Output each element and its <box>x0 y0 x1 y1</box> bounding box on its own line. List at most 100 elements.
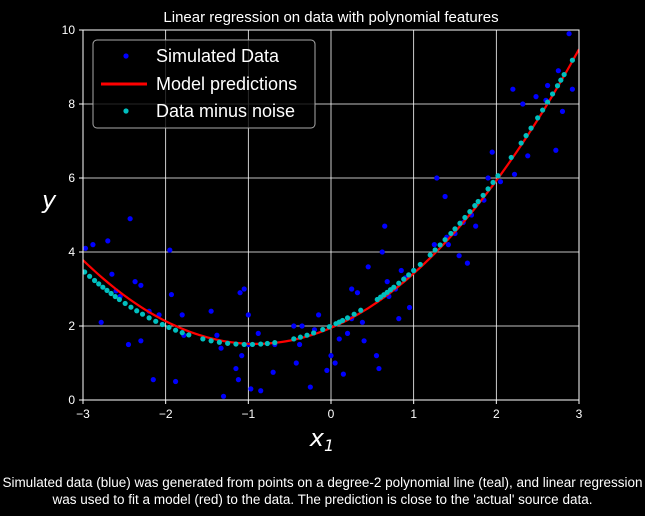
data-point <box>396 280 402 286</box>
data-point <box>473 223 479 229</box>
data-point <box>139 311 146 317</box>
data-point <box>472 203 478 209</box>
data-point <box>344 315 351 321</box>
data-point <box>540 107 546 113</box>
legend-label-simulated-data: Simulated Data <box>156 46 280 66</box>
series-data-minus-noise <box>83 57 575 348</box>
data-point <box>467 209 473 215</box>
y-tick-label: 6 <box>68 171 75 185</box>
data-point <box>535 115 541 121</box>
data-point <box>569 86 575 92</box>
data-point <box>248 386 254 392</box>
data-point <box>307 384 313 390</box>
chart-title: Linear regression on data with polynomia… <box>163 9 498 26</box>
data-point <box>270 369 276 375</box>
data-point <box>324 367 330 373</box>
data-point <box>125 341 132 348</box>
data-point <box>112 293 118 300</box>
data-point <box>398 267 404 274</box>
data-point <box>359 319 366 325</box>
data-point <box>525 153 531 159</box>
data-point <box>127 216 133 222</box>
data-point <box>264 340 270 347</box>
data-point <box>116 296 122 303</box>
data-point <box>566 31 572 37</box>
y-tick-label: 0 <box>68 393 75 407</box>
x-tick-label: 1 <box>410 407 417 421</box>
legend-marker-data-minus-noise <box>123 108 129 114</box>
data-point <box>233 365 239 372</box>
data-point <box>382 223 388 229</box>
data-point <box>241 286 247 292</box>
data-point <box>90 242 96 248</box>
data-point <box>241 341 247 348</box>
data-point <box>351 311 357 317</box>
legend-label-model-predictions: Model predictions <box>156 74 297 94</box>
data-point <box>555 68 561 74</box>
data-point <box>417 261 423 268</box>
y-tick-label: 2 <box>68 319 75 333</box>
data-point <box>91 277 98 284</box>
data-point <box>373 353 380 359</box>
data-point <box>437 242 443 248</box>
y-tick-label: 10 <box>62 23 76 37</box>
data-point <box>159 321 165 328</box>
data-point <box>132 279 138 285</box>
data-point <box>406 272 412 278</box>
data-point <box>533 94 539 100</box>
data-point <box>340 371 346 377</box>
data-point <box>255 330 261 336</box>
data-point <box>128 304 134 310</box>
y-tick-label: 8 <box>68 97 75 111</box>
data-point <box>384 279 390 285</box>
x-axis-label-main: x <box>309 424 325 452</box>
data-point <box>427 252 433 258</box>
data-point <box>109 271 115 277</box>
data-point <box>235 377 242 383</box>
data-point <box>462 214 468 221</box>
data-point <box>554 83 561 89</box>
data-point <box>475 198 481 205</box>
data-point <box>304 332 310 338</box>
data-point <box>220 393 227 399</box>
data-point <box>569 57 575 63</box>
y-tick-label: 4 <box>68 245 75 259</box>
data-point <box>100 284 106 290</box>
data-point <box>153 318 159 324</box>
data-point <box>431 242 437 248</box>
data-point <box>549 91 556 97</box>
data-point <box>122 300 128 307</box>
data-point <box>296 341 303 348</box>
data-point <box>218 345 224 351</box>
data-point <box>401 276 407 282</box>
data-point <box>208 308 214 314</box>
data-point <box>216 339 222 345</box>
data-point <box>358 307 364 313</box>
legend-marker-simulated-data <box>123 53 129 59</box>
data-point <box>349 286 355 292</box>
data-point <box>332 360 338 366</box>
data-point <box>172 378 179 385</box>
data-point <box>553 147 559 153</box>
data-point <box>485 186 491 192</box>
data-point <box>544 99 551 105</box>
figure-caption: Simulated data (blue) was generated from… <box>2 475 643 507</box>
data-point <box>558 77 564 83</box>
data-point <box>179 312 185 318</box>
data-point <box>299 323 305 329</box>
data-point <box>225 340 231 346</box>
x-tick-label: −3 <box>76 407 90 421</box>
data-point <box>391 284 397 290</box>
data-point <box>485 175 491 181</box>
data-point <box>561 71 567 78</box>
data-point <box>233 341 239 347</box>
data-point <box>379 249 385 255</box>
data-point <box>166 324 172 331</box>
data-point <box>291 323 297 329</box>
data-point <box>434 175 440 181</box>
data-point <box>361 338 367 344</box>
x-tick-label: −1 <box>241 407 255 421</box>
data-point <box>98 319 104 325</box>
legend-box <box>92 39 316 129</box>
data-point <box>523 133 529 139</box>
